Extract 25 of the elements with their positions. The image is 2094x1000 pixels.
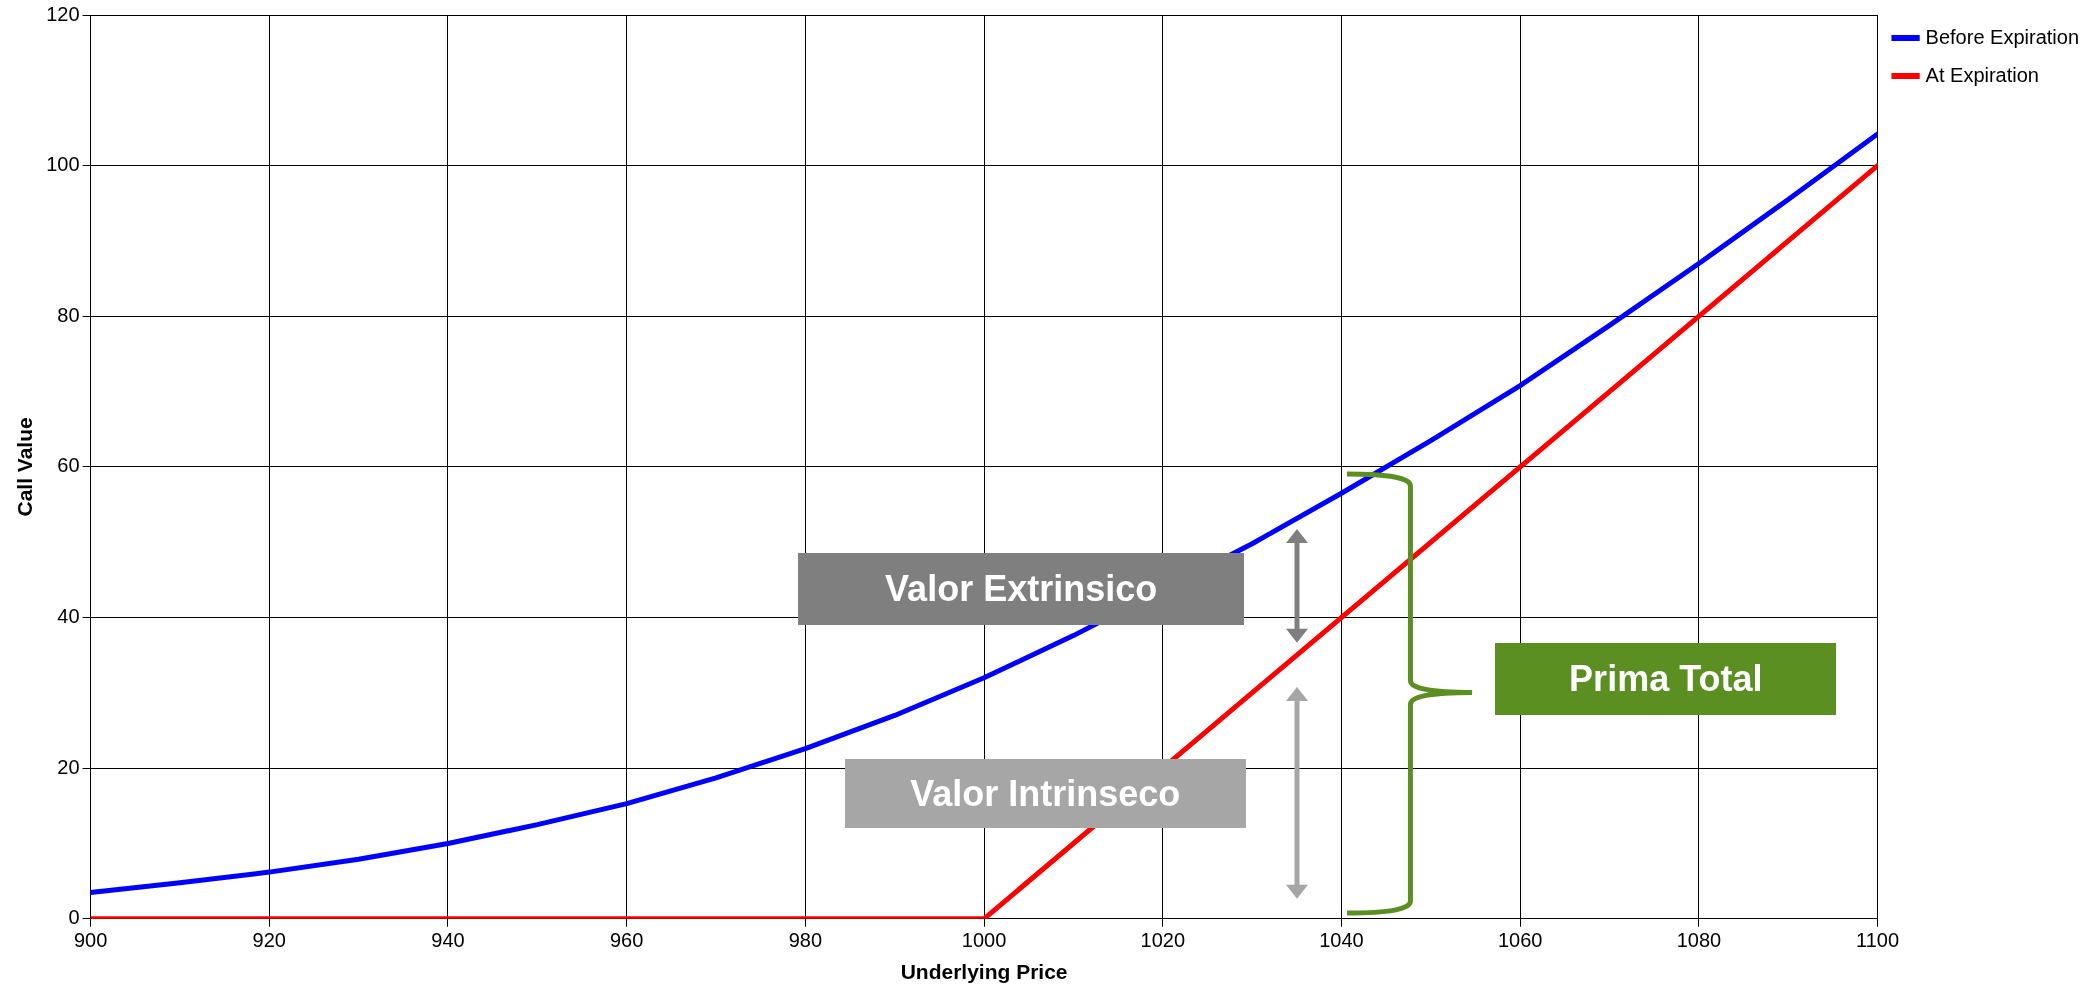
callout-box: Valor Intrinseco bbox=[844, 759, 1246, 829]
y-tick-label: 40 bbox=[57, 605, 80, 628]
x-tick-label: 920 bbox=[252, 929, 286, 952]
x-tick-label: 960 bbox=[609, 929, 644, 952]
x-tick-label: 980 bbox=[788, 929, 823, 952]
legend-label: Before Expiration bbox=[1925, 25, 2079, 48]
x-tick-label: 1040 bbox=[1319, 929, 1364, 952]
y-tick-label: 80 bbox=[57, 303, 80, 326]
y-tick-label: 20 bbox=[57, 755, 80, 778]
y-axis-title: Call Value bbox=[13, 417, 37, 517]
x-tick-label: 1000 bbox=[961, 929, 1007, 952]
y-tick-label: 0 bbox=[68, 906, 80, 929]
x-tick-label: 940 bbox=[431, 929, 465, 952]
y-tick-label: 60 bbox=[57, 454, 80, 477]
y-tick-label: 100 bbox=[46, 153, 80, 176]
y-tick-label: 120 bbox=[46, 2, 80, 25]
x-tick-label: 1100 bbox=[1856, 929, 1900, 952]
x-tick-label: 1020 bbox=[1140, 929, 1186, 952]
callout-box: Valor Extrinsico bbox=[798, 552, 1245, 626]
x-tick-label: 1060 bbox=[1497, 929, 1543, 952]
x-tick-label: 900 bbox=[73, 929, 108, 952]
x-tick-label: 1080 bbox=[1676, 929, 1722, 952]
callout-box: Prima Total bbox=[1495, 643, 1837, 716]
legend-label: At Expiration bbox=[1925, 63, 2039, 86]
x-axis-title: Underlying Price bbox=[900, 960, 1068, 984]
